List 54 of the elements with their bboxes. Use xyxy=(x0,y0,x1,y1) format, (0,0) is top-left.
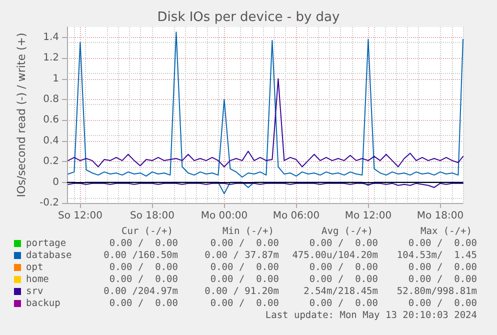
text: 0.00 / 0.00 xyxy=(309,238,378,250)
text: 0.00 / 0.00 xyxy=(309,298,378,310)
text: 0.00 / 0.00 xyxy=(210,274,279,286)
text: 0.00 / 91.20m xyxy=(204,286,279,298)
legend-label: backup xyxy=(26,298,60,310)
y-tick-label: 1 xyxy=(52,73,59,84)
text: 0.00 / 0.00 xyxy=(210,298,279,310)
x-tick-label: Mo 00:00 xyxy=(200,210,248,222)
y-tick-label: -0.2 xyxy=(39,198,59,208)
text: Avg (-/+) xyxy=(322,226,373,238)
text: 0.00 / 0.00 xyxy=(408,238,477,250)
y-tick-label: 0.6 xyxy=(43,114,59,126)
text: Min (-/+) xyxy=(222,226,274,238)
text: 0.00 / 0.00 xyxy=(408,274,477,286)
text: Last update: Mon May 13 20:10:03 2024 xyxy=(265,310,477,322)
chart-title: Disk IOs per device - by day xyxy=(157,10,340,25)
line-series xyxy=(68,32,464,178)
text: 0.00 / 0.00 xyxy=(210,238,279,250)
legend-label: opt xyxy=(26,262,44,274)
legend-label: srv xyxy=(26,286,44,298)
y-tick-label: 0.8 xyxy=(43,94,59,105)
text: 52.80m/998.81m xyxy=(396,286,477,298)
x-tick-label: Mo 12:00 xyxy=(344,210,392,222)
y-axis-title: IOs/second read (-) / write (+) xyxy=(15,32,28,198)
text: Max (-/+) xyxy=(420,226,472,238)
text: 0.00 / 0.00 xyxy=(309,262,378,274)
y-tick-label: 1.2 xyxy=(43,52,59,64)
x-tick-label: So 12:00 xyxy=(58,210,102,222)
text: 0.00 / 0.00 xyxy=(109,238,178,250)
x-tick-label: Mo 06:00 xyxy=(272,210,320,222)
text: 0.00 / 0.00 xyxy=(109,262,178,274)
text: 0.00 / 0.00 xyxy=(210,262,279,274)
legend-label: home xyxy=(26,274,49,286)
text: Cur (-/+) xyxy=(122,226,173,238)
text: 0.00 / 0.00 xyxy=(309,274,378,286)
y-tick-label: 0 xyxy=(52,176,59,188)
y-tick-label: 0.4 xyxy=(43,135,59,146)
text: 475.00u/104.20m xyxy=(292,250,378,262)
text: 0.00 / 0.00 xyxy=(408,298,477,310)
text: 0.00 / 37.87m xyxy=(204,250,279,262)
text: 0.00 /204.97m xyxy=(104,286,178,298)
text: 0.00 / 0.00 xyxy=(109,274,178,286)
x-tick-label: So 18:00 xyxy=(130,210,174,222)
legend-label: database xyxy=(26,250,72,262)
legend-label: portage xyxy=(26,238,66,250)
text: 0.00 /160.50m xyxy=(104,250,178,262)
x-tick-label: Mo 18:00 xyxy=(416,210,464,222)
y-tick-label: 1.4 xyxy=(43,32,59,43)
text: 0.00 / 0.00 xyxy=(109,298,178,310)
text: 0.00 / 0.00 xyxy=(408,262,477,274)
text: 104.53m/ 1.45 xyxy=(396,250,477,262)
text: 2.54m/218.45m xyxy=(304,286,378,298)
y-tick-label: 0.2 xyxy=(43,156,59,168)
line-series xyxy=(68,78,464,168)
